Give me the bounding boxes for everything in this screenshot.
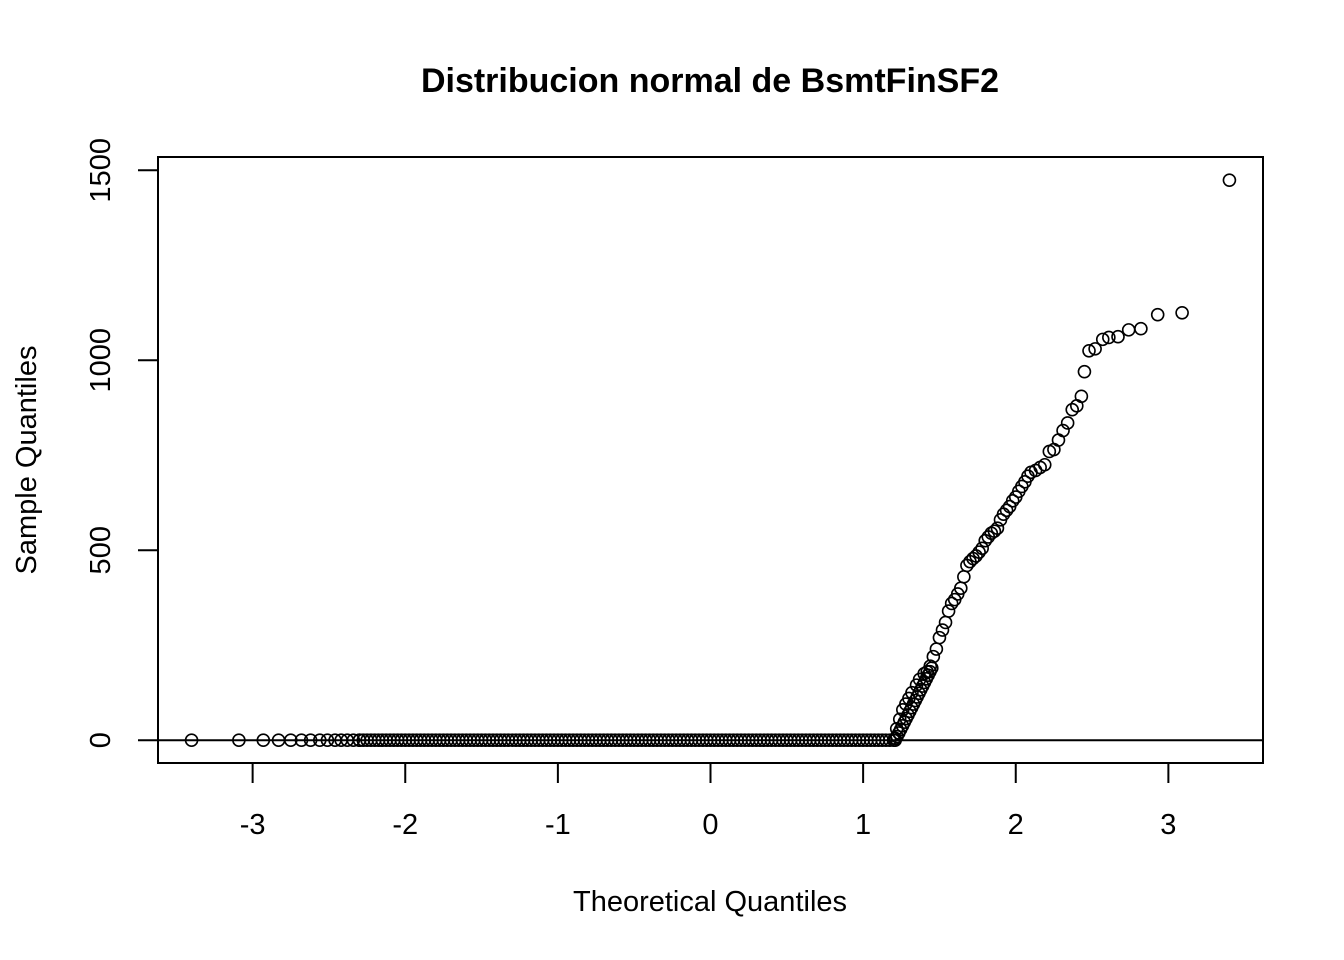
data-point — [957, 570, 971, 584]
data-point — [978, 533, 993, 548]
data-point — [1150, 307, 1165, 322]
y-tick-label: 0 — [85, 732, 117, 748]
chart-title: Distribucion normal de BsmtFinSF2 — [421, 62, 999, 100]
data-point — [184, 733, 199, 748]
data-point — [932, 630, 947, 645]
data-point — [346, 733, 361, 748]
data-point — [294, 733, 309, 748]
data-point — [1111, 329, 1125, 344]
data-point — [1088, 342, 1102, 356]
data-point — [1222, 173, 1237, 187]
data-point — [938, 615, 953, 630]
data-point — [888, 731, 902, 746]
data-point — [972, 545, 986, 559]
data-point — [923, 659, 938, 673]
data-point — [926, 649, 941, 664]
x-tick-label: 0 — [702, 809, 718, 841]
data-point — [1095, 332, 1110, 347]
data-point — [929, 642, 944, 656]
data-point — [944, 596, 959, 611]
data-point — [935, 623, 950, 637]
data-point — [283, 733, 298, 748]
x-tick-label: -2 — [392, 809, 418, 841]
x-tick-label: 2 — [1008, 809, 1024, 841]
data-point — [320, 733, 335, 748]
data-point — [1082, 343, 1096, 358]
x-tick-label: -1 — [545, 809, 571, 841]
data-point — [1175, 305, 1189, 320]
x-tick-label: 1 — [855, 809, 871, 841]
x-axis-label: Theoretical Quantiles — [573, 886, 847, 918]
data-point — [303, 733, 318, 748]
data-point — [232, 733, 246, 748]
data-point — [905, 685, 919, 700]
data-point — [256, 733, 271, 748]
data-point — [352, 733, 367, 748]
y-axis: 0 500 1000 1500 — [85, 138, 159, 748]
data-points — [184, 173, 1237, 748]
y-tick-label: 1500 — [85, 138, 117, 203]
data-point — [1056, 423, 1070, 438]
x-tick-label: 3 — [1160, 809, 1176, 841]
y-tick-label: 500 — [85, 526, 117, 574]
data-point — [1074, 389, 1089, 404]
data-point — [1005, 494, 1020, 508]
plot-frame — [157, 156, 1264, 764]
data-point — [987, 524, 1002, 539]
y-axis-label: Sample Quantiles — [11, 346, 43, 575]
data-point — [941, 604, 956, 618]
data-point — [1121, 323, 1136, 337]
x-axis: -3 -2 -1 0 1 2 3 — [240, 762, 1176, 841]
data-point — [889, 722, 904, 736]
data-point — [990, 521, 1005, 535]
data-point — [312, 733, 327, 748]
y-tick-label: 1000 — [85, 328, 117, 393]
data-point — [892, 712, 907, 727]
data-point — [1077, 364, 1092, 379]
data-point — [1037, 457, 1052, 472]
data-point — [1102, 330, 1116, 345]
data-point — [1065, 402, 1080, 417]
data-point — [999, 503, 1014, 518]
data-point — [975, 541, 989, 556]
data-point — [1060, 416, 1075, 430]
data-point — [1134, 321, 1148, 336]
x-tick-label: -3 — [240, 809, 266, 841]
